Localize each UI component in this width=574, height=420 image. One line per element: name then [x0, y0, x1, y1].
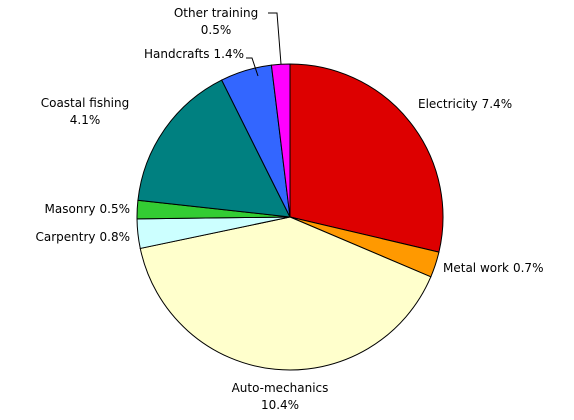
category-label: Carpentry — [35, 230, 95, 244]
slice-label: Coastal fishing 4.1% — [41, 96, 130, 127]
value-label: 0.5% — [201, 23, 232, 37]
slice-label: Carpentry 0.8% — [35, 230, 130, 244]
slice-label: Metal work 0.7% — [443, 261, 543, 275]
value-label: 0.8% — [100, 230, 131, 244]
category-label: Coastal fishing — [41, 96, 130, 110]
slice-label: Masonry 0.5% — [45, 202, 130, 216]
pie-slice — [137, 79, 291, 218]
slice-label: Other training 0.5% — [174, 6, 258, 37]
slice-label: Handcrafts 1.4% — [144, 47, 244, 61]
pie-slice — [270, 63, 291, 218]
leader-line — [246, 57, 259, 77]
value-label: 7.4% — [482, 97, 513, 111]
slice-label: Electricity 7.4% — [418, 97, 512, 111]
value-label: 10.4% — [261, 398, 299, 412]
value-label: 1.4% — [214, 47, 245, 61]
pie-slice — [289, 63, 444, 253]
slice-label: Auto-mechanics 10.4% — [232, 381, 329, 412]
value-label: 0.5% — [100, 202, 131, 216]
category-label: Auto-mechanics — [232, 381, 329, 395]
category-label: Metal work — [443, 261, 509, 275]
category-label: Handcrafts — [144, 47, 209, 61]
category-label: Masonry — [45, 202, 96, 216]
value-label: 4.1% — [70, 113, 101, 127]
value-label: 0.7% — [513, 261, 544, 275]
leader-line — [268, 12, 282, 65]
category-label: Electricity — [418, 97, 478, 111]
pie-slice — [139, 216, 432, 371]
category-label: Other training — [174, 6, 258, 20]
